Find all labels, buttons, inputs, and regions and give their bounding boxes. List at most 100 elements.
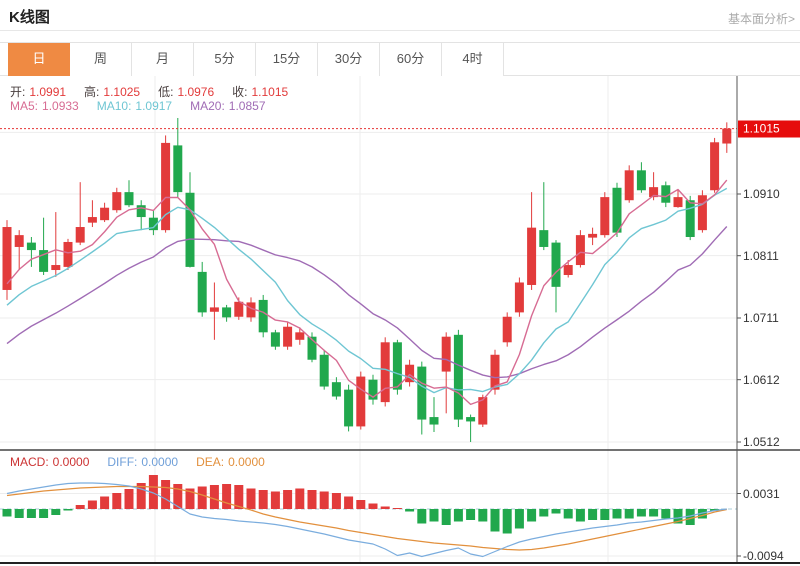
tab-15分[interactable]: 15分 [256, 43, 318, 76]
macd-bar [14, 509, 24, 518]
y-axis-label: 1.0811 [743, 248, 779, 263]
candle [295, 332, 305, 340]
macd-bar [673, 509, 683, 524]
macd-value: 0.0000 [52, 455, 90, 469]
macd-bar [453, 509, 463, 522]
candle [600, 197, 610, 236]
macd-bar [490, 509, 500, 532]
macd-bar [197, 486, 207, 509]
macd-bar [75, 505, 85, 509]
macd-bar [295, 488, 305, 509]
macd-bar [624, 509, 634, 519]
macd-bar [100, 496, 110, 509]
candle [319, 354, 329, 387]
macd-bar [588, 509, 598, 520]
ma5-label: MA5: [10, 99, 39, 113]
candle [478, 397, 488, 425]
macd-bar [563, 509, 573, 519]
candle [100, 207, 110, 221]
macd-bar [429, 509, 439, 522]
macd-bar [222, 484, 232, 509]
candle [612, 187, 622, 233]
candle [405, 364, 415, 383]
close-value: 1.1015 [251, 85, 289, 99]
tab-5分[interactable]: 5分 [194, 43, 256, 76]
candle [161, 142, 171, 231]
candle [527, 227, 537, 285]
grid-layer [0, 76, 737, 563]
candle [270, 332, 280, 347]
tab-日[interactable]: 日 [8, 43, 70, 76]
candle [636, 170, 646, 191]
candle [441, 336, 451, 372]
candle [551, 242, 561, 287]
macd-label: MACD: [10, 455, 49, 469]
macd-bar [258, 490, 268, 509]
macd-bar [173, 484, 183, 509]
macd-bar [417, 509, 427, 524]
diff-line [6, 482, 727, 558]
candle [75, 227, 85, 243]
macd-bar [368, 503, 378, 509]
macd-bar [2, 509, 12, 517]
candle [661, 185, 671, 203]
y-axis-label: 1.0612 [743, 372, 780, 387]
candle [14, 235, 24, 247]
macd-bar [209, 485, 219, 509]
last-price-badge: 1.1015 [738, 120, 800, 138]
ma5-line [6, 179, 728, 406]
candle [710, 142, 720, 191]
macd-bar [514, 509, 524, 529]
tab-周[interactable]: 周 [70, 43, 132, 76]
y-axis-label: 0.0031 [743, 486, 780, 501]
header-divider [0, 30, 800, 31]
macd-bar [307, 490, 317, 509]
macd-bar [661, 509, 671, 519]
macd-bar [380, 506, 390, 509]
y-axis-label: -0.0094 [743, 549, 784, 563]
high-value: 1.1025 [103, 85, 141, 99]
candle [368, 379, 378, 400]
macd-bar [112, 493, 122, 509]
candle [673, 197, 683, 208]
fundamental-analysis-link[interactable]: 基本面分析> [727, 12, 795, 26]
candle [685, 200, 695, 237]
macd-bar [600, 509, 610, 520]
ohlc-legend: 开: 1.0991 高: 1.1025 低: 1.0976 收: 1.1015 [10, 83, 306, 100]
tab-60分[interactable]: 60分 [380, 43, 442, 76]
candle [392, 342, 402, 390]
macd-bar [441, 509, 451, 525]
candle [539, 230, 549, 247]
ma5-value: 1.0933 [42, 99, 79, 113]
candle [173, 145, 183, 193]
macd-bar [466, 509, 476, 520]
macd-bar [502, 509, 512, 534]
y-axis-label: 1.0711 [743, 310, 779, 325]
tab-30分[interactable]: 30分 [318, 43, 380, 76]
candle [87, 217, 97, 223]
chart-area[interactable]: 开: 1.0991 高: 1.1025 低: 1.0976 收: 1.1015 MA5: 1.0… [0, 76, 800, 566]
ma20-line [6, 226, 728, 379]
ma20-label: MA20: [190, 99, 225, 113]
tab-4时[interactable]: 4时 [442, 43, 504, 76]
candle [234, 301, 244, 317]
macd-bar [539, 509, 549, 517]
macd-bar [234, 485, 244, 509]
macd-bar [319, 491, 329, 509]
y-axis-label: 1.0910 [743, 187, 780, 201]
macd-histogram [2, 475, 720, 534]
macd-bar [612, 509, 622, 519]
candle [283, 326, 293, 347]
candle [453, 334, 463, 420]
open-value: 1.0991 [29, 85, 67, 99]
macd-bar [636, 509, 646, 517]
macd-bar [26, 509, 36, 518]
ma10-label: MA10: [96, 99, 132, 113]
macd-bar [148, 475, 158, 509]
page-title: K线图 [9, 9, 50, 26]
kline-chart-canvas[interactable] [0, 76, 800, 566]
candle [502, 316, 512, 343]
tab-月[interactable]: 月 [132, 43, 194, 76]
macd-bar [136, 483, 146, 509]
